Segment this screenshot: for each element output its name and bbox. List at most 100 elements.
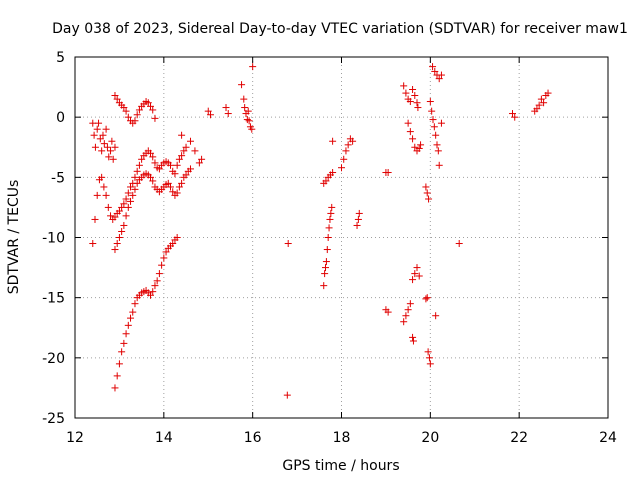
data-point — [133, 111, 141, 119]
data-point — [186, 165, 194, 173]
data-point — [327, 209, 335, 217]
data-point — [147, 173, 155, 181]
data-point — [355, 209, 363, 217]
data-point — [195, 159, 203, 167]
data-point — [96, 135, 104, 143]
data-point — [328, 203, 336, 211]
data-point — [131, 173, 139, 181]
data-point — [409, 337, 417, 345]
y-tick-label: -5 — [51, 170, 65, 186]
data-point — [222, 104, 230, 112]
data-point — [426, 360, 434, 368]
data-point — [124, 203, 132, 211]
data-point — [180, 147, 188, 155]
data-points — [89, 63, 552, 399]
x-axis-label: GPS time / hours — [282, 458, 399, 474]
x-tick-label: 20 — [421, 430, 439, 446]
data-point — [135, 106, 143, 114]
data-point — [120, 221, 128, 229]
data-point — [432, 131, 440, 139]
data-point — [430, 123, 438, 131]
data-point — [124, 113, 132, 121]
data-point — [435, 161, 443, 169]
data-point — [93, 191, 101, 199]
data-point — [322, 258, 330, 266]
data-point — [344, 141, 352, 149]
data-point — [127, 183, 135, 191]
data-point — [175, 155, 183, 163]
data-point — [178, 131, 186, 139]
data-point — [162, 248, 170, 256]
data-point — [198, 155, 206, 163]
data-point — [322, 177, 330, 185]
axis-ticks — [74, 56, 609, 419]
data-point — [283, 391, 291, 399]
chart-title: Day 038 of 2023, Sidereal Day-to-day VTE… — [52, 21, 628, 37]
data-point — [91, 215, 99, 223]
data-point — [118, 348, 126, 356]
data-point — [338, 164, 345, 172]
data-point — [431, 67, 439, 75]
data-point — [204, 107, 212, 115]
data-point — [186, 137, 194, 145]
data-point — [340, 155, 348, 163]
data-point — [138, 155, 146, 163]
x-tick-label: 16 — [244, 430, 262, 446]
data-point — [124, 189, 132, 197]
data-point — [149, 177, 157, 185]
data-point — [425, 354, 433, 362]
data-point — [437, 71, 445, 79]
data-point — [164, 179, 172, 187]
data-point — [417, 141, 425, 149]
data-point — [326, 215, 334, 223]
data-point — [151, 282, 159, 290]
data-point — [422, 295, 430, 303]
data-point — [115, 234, 123, 241]
data-point — [102, 125, 110, 133]
data-point — [173, 189, 181, 197]
data-point — [245, 117, 253, 125]
data-point — [98, 173, 106, 181]
data-point — [102, 191, 110, 199]
data-point — [384, 308, 392, 316]
data-point — [402, 89, 410, 97]
data-point — [122, 107, 130, 115]
data-point — [124, 321, 132, 329]
data-point — [129, 308, 137, 316]
data-point — [120, 104, 128, 112]
y-tick-label: 0 — [56, 110, 65, 126]
data-point — [191, 147, 199, 155]
data-point — [160, 254, 168, 262]
data-point — [404, 306, 412, 314]
data-point — [409, 276, 417, 284]
data-point — [90, 131, 98, 139]
data-point — [118, 203, 126, 211]
data-point — [120, 339, 128, 347]
data-point — [206, 111, 214, 119]
data-point — [147, 102, 155, 110]
data-point — [166, 161, 174, 169]
x-tick-label: 22 — [510, 430, 528, 446]
data-point — [425, 195, 433, 203]
data-point — [178, 152, 186, 160]
data-point — [107, 212, 115, 220]
data-point — [248, 125, 256, 133]
data-point — [105, 153, 113, 161]
data-point — [406, 98, 414, 106]
x-tick-label: 14 — [155, 430, 173, 446]
data-point — [104, 203, 112, 211]
x-tick-label: 18 — [333, 430, 351, 446]
data-point — [400, 318, 408, 326]
data-point — [127, 314, 135, 322]
data-point — [238, 81, 246, 89]
data-point — [118, 227, 126, 235]
data-point — [411, 92, 419, 100]
data-point — [241, 104, 249, 112]
data-point — [149, 153, 157, 161]
data-point — [455, 240, 463, 248]
data-point — [544, 89, 552, 97]
data-point — [149, 106, 157, 114]
data-point — [415, 272, 423, 280]
data-point — [437, 119, 445, 127]
